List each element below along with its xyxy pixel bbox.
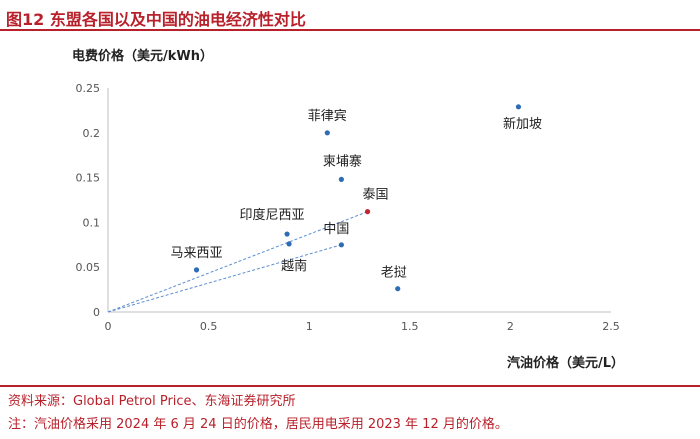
point-label: 泰国	[363, 188, 389, 203]
x-tick-label: 1	[306, 320, 313, 333]
data-point	[338, 242, 344, 248]
source-note: 资料来源：Global Petrol Price、东海证券研究所	[8, 394, 296, 409]
x-tick-label: 0.5	[200, 320, 218, 333]
y-tick-label: 0.1	[83, 216, 101, 229]
axes: 0 0.05 0.1 0.15 0.2 0.25 0 0.5 1 1.5 2 2.5	[76, 82, 620, 333]
scatter-chart: 电费价格（美元/kWh） 汽油价格（美元/L） 00.050.10.150.20…	[72, 48, 624, 371]
y-tick-label: 0.25	[76, 82, 101, 95]
data-point	[364, 209, 371, 215]
reference-line	[107, 244, 342, 313]
x-tick-label: 2	[507, 320, 514, 333]
point-label: 老挝	[381, 266, 407, 281]
x-tick-label: 0	[105, 320, 112, 333]
y-tick-label: 0.15	[76, 172, 101, 185]
reference-line	[107, 211, 368, 313]
data-point	[284, 231, 290, 237]
reference-lines	[107, 211, 368, 313]
x-tick-label: 2.5	[602, 320, 620, 333]
point-label: 菲律宾	[308, 108, 347, 124]
y-tick-label: 0.05	[76, 261, 101, 274]
data-point	[395, 286, 401, 292]
data-points	[193, 104, 522, 292]
x-tick-label: 1.5	[401, 320, 419, 333]
title-rule	[0, 29, 700, 31]
y-tick-label: 0.2	[83, 127, 101, 140]
point-label: 柬埔寨	[323, 153, 362, 169]
data-point	[324, 130, 330, 136]
data-point	[193, 267, 200, 273]
y-tick-label: 0	[93, 306, 100, 319]
data-point	[286, 241, 292, 247]
figure-title: 图12 东盟各国以及中国的油电经济性对比	[6, 10, 306, 29]
point-label: 马来西亚	[171, 246, 223, 261]
point-label: 印度尼西亚	[240, 207, 305, 223]
footer-rule	[0, 385, 700, 387]
point-label: 中国	[323, 222, 349, 237]
y-axis-label: 电费价格（美元/kWh）	[72, 48, 213, 64]
data-point	[338, 176, 344, 182]
data-point	[515, 104, 522, 110]
footnote: 注：汽油价格采用 2024 年 6 月 24 日的价格，居民用电采用 2023 …	[8, 417, 508, 432]
x-axis-label: 汽油价格（美元/L）	[507, 355, 624, 371]
point-label: 新加坡	[503, 116, 542, 132]
point-label: 越南	[281, 258, 307, 274]
